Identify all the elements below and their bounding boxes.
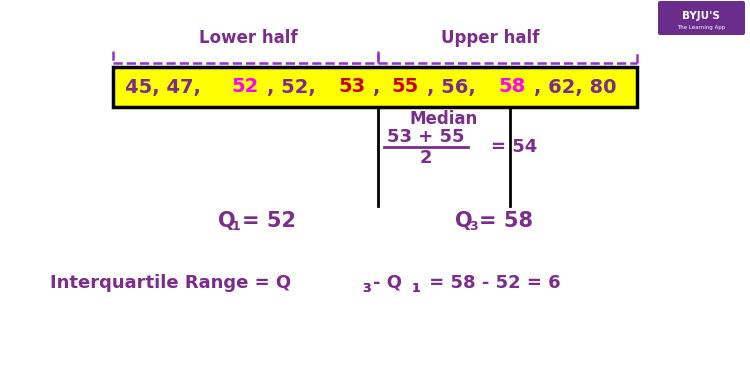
Text: 2: 2 — [420, 149, 432, 167]
Text: = 58 - 52 = 6: = 58 - 52 = 6 — [423, 274, 560, 292]
Text: Lower half: Lower half — [199, 29, 297, 47]
Text: 3: 3 — [362, 282, 370, 294]
Text: = 54: = 54 — [491, 138, 537, 156]
Text: ,: , — [374, 77, 388, 97]
Text: 58: 58 — [499, 77, 526, 97]
Text: 3: 3 — [362, 282, 370, 294]
Text: Q: Q — [218, 211, 236, 231]
Text: 1: 1 — [412, 282, 421, 294]
Text: BYJU'S: BYJU'S — [682, 11, 720, 21]
Text: 45, 47,: 45, 47, — [125, 77, 208, 97]
Text: 3: 3 — [469, 219, 478, 233]
Text: Interquartile Range = Q: Interquartile Range = Q — [50, 274, 291, 292]
Text: = 52: = 52 — [242, 211, 296, 231]
Text: 1: 1 — [412, 282, 421, 294]
Text: 53: 53 — [338, 77, 365, 97]
Text: Q: Q — [455, 211, 472, 231]
Text: Median: Median — [410, 110, 478, 128]
Text: 52: 52 — [232, 77, 259, 97]
Text: 55: 55 — [392, 77, 418, 97]
Text: , 62, 80: , 62, 80 — [533, 77, 616, 97]
Text: The Learning App: The Learning App — [676, 25, 725, 29]
Bar — [113, 67, 637, 107]
Text: - Q: - Q — [374, 274, 402, 292]
Text: , 56,: , 56, — [427, 77, 482, 97]
Text: = 58: = 58 — [479, 211, 533, 231]
Text: 1: 1 — [232, 219, 241, 233]
Text: 53 + 55: 53 + 55 — [387, 128, 465, 146]
Text: , 52,: , 52, — [267, 77, 322, 97]
FancyBboxPatch shape — [658, 1, 745, 35]
Text: Upper half: Upper half — [441, 29, 539, 47]
